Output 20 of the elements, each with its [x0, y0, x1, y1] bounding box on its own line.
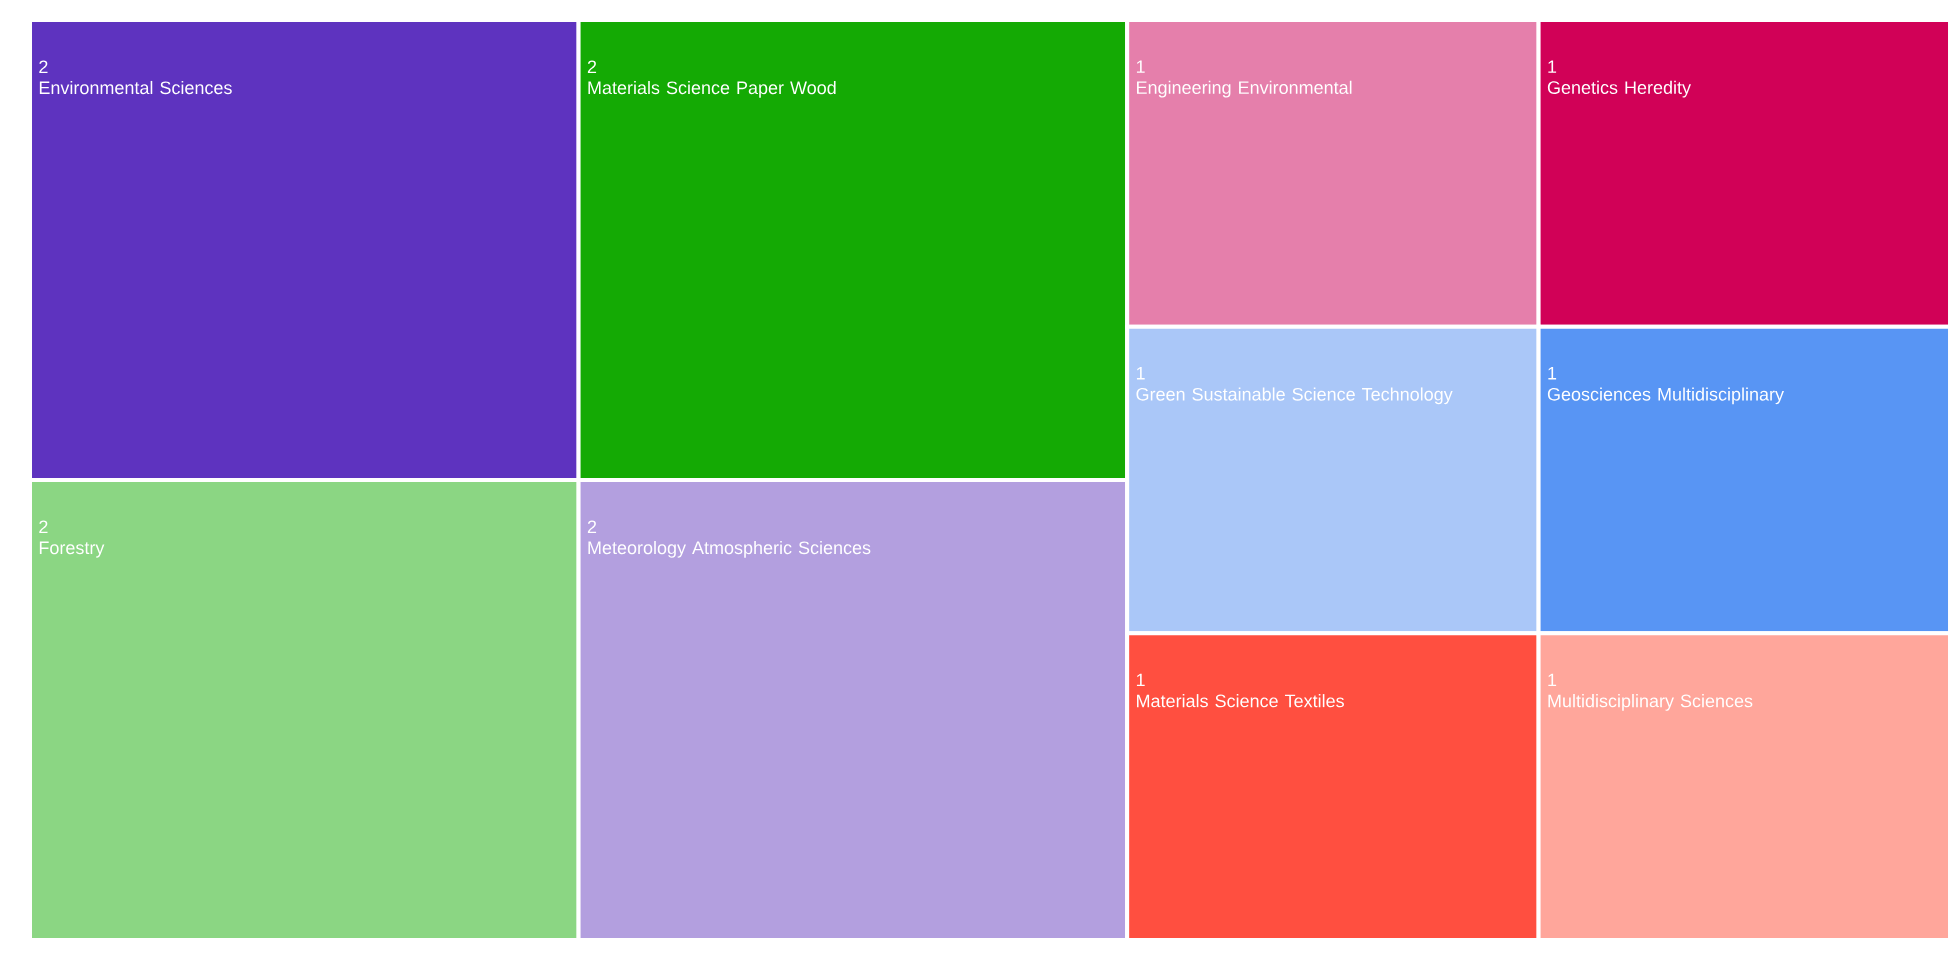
- category-label: Green Sustainable Science Technology: [1136, 387, 1453, 405]
- category-label: Materials Science Paper Wood: [588, 80, 836, 98]
- category-label: Genetics Heredity: [1547, 80, 1691, 98]
- data-label: 1: [1548, 673, 1557, 687]
- category-label: Forestry: [39, 541, 105, 558]
- data-label: 2: [587, 60, 597, 73]
- data-label: 2: [39, 60, 48, 73]
- category-label: Engineering Environmental: [1137, 80, 1352, 98]
- data-label: 1: [1136, 60, 1145, 73]
- category-label: Environmental Sciences: [39, 80, 232, 95]
- category-label: Geosciences Multidisciplinary: [1547, 387, 1784, 405]
- category-label: Multidisciplinary Sciences: [1548, 694, 1753, 711]
- data-label: 2: [39, 520, 48, 533]
- category-label: Meteorology Atmospheric Sciences: [588, 540, 871, 558]
- data-label: 1: [1548, 60, 1557, 73]
- data-label: 1: [1548, 367, 1557, 380]
- data-label: 2: [587, 520, 597, 533]
- category-label: Materials Science Textiles: [1137, 694, 1344, 708]
- data-label: 1: [1136, 367, 1145, 380]
- data-label: 1: [1136, 673, 1145, 687]
